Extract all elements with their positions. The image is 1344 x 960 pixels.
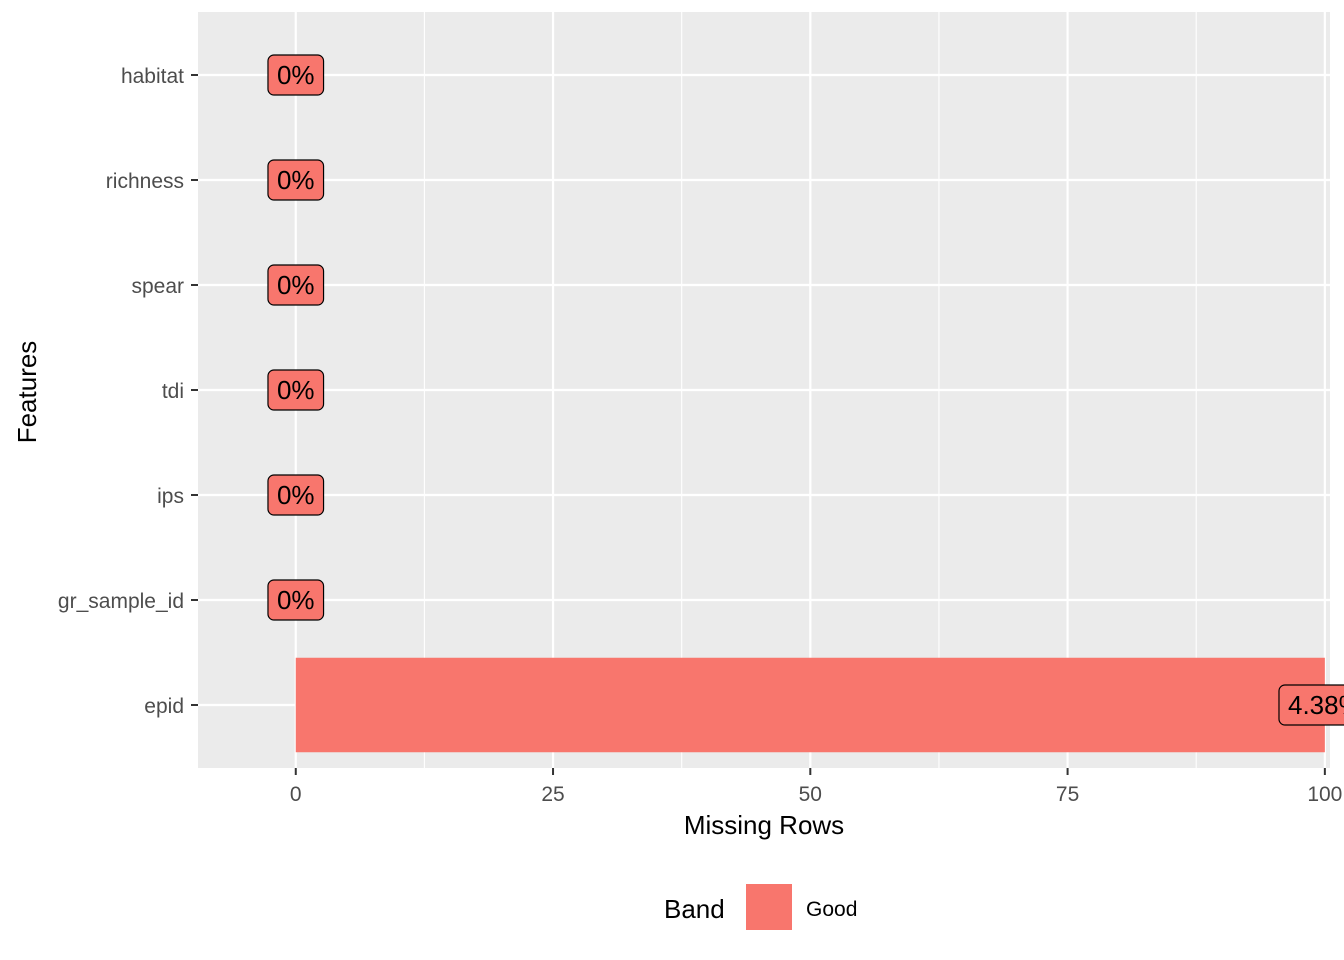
y-tick-label-ips: ips xyxy=(157,485,184,508)
x-axis-title: Missing Rows xyxy=(684,810,844,840)
y-tick-label-habitat: habitat xyxy=(121,65,184,88)
x-axis: 0 25 50 75 100 xyxy=(290,768,1342,806)
data-label-box xyxy=(267,579,325,621)
data-label-box xyxy=(267,369,325,411)
data-label-text: 0% xyxy=(277,60,315,90)
data-label-box xyxy=(1278,684,1344,726)
y-tick-label-spear: spear xyxy=(131,275,184,298)
data-label-ips: 0% xyxy=(267,474,325,516)
data-label-richness: 0% xyxy=(267,159,325,201)
data-label-habitat: 0% xyxy=(267,54,325,96)
data-label-spear: 0% xyxy=(267,264,325,306)
y-tick-label-gr_sample_id: gr_sample_id xyxy=(58,590,184,613)
legend-key-good xyxy=(746,884,792,930)
data-label-box xyxy=(267,54,325,96)
data-label-text: 0% xyxy=(277,165,315,195)
y-tick-label-richness: richness xyxy=(106,170,184,193)
data-label-text: 0% xyxy=(277,270,315,300)
legend-title: Band xyxy=(664,894,725,924)
y-axis: habitat richness spear tdi ips gr_sample_idep… xyxy=(58,65,198,718)
data-label-box xyxy=(267,474,325,516)
data-label-gr_sample_id: 0% xyxy=(267,579,325,621)
data-label-epid: 4.38% xyxy=(1278,684,1344,726)
x-tick-label: 75 xyxy=(1056,783,1079,806)
x-tick-label: 100 xyxy=(1307,783,1342,806)
bars xyxy=(295,657,1325,753)
data-label-text: 4.38% xyxy=(1288,690,1344,720)
y-tick-label-tdi: tdi xyxy=(162,380,184,403)
y-tick-label-epid: epid xyxy=(144,695,184,718)
data-label-text: 0% xyxy=(277,375,315,405)
data-label-text: 0% xyxy=(277,480,315,510)
legend: Band Good xyxy=(664,884,857,930)
data-label-box xyxy=(267,264,325,306)
data-label-text: 0% xyxy=(277,585,315,615)
x-tick-label: 50 xyxy=(799,783,822,806)
y-axis-title: Features xyxy=(12,341,42,444)
data-label-box xyxy=(267,159,325,201)
x-tick-label: 0 xyxy=(290,783,302,806)
data-label-tdi: 0% xyxy=(267,369,325,411)
data-labels: 0% 0% 0% 0% 0% 0% 4.38% xyxy=(267,54,1344,726)
bar-epid xyxy=(295,657,1325,753)
legend-label-good: Good xyxy=(806,898,857,921)
x-tick-label: 25 xyxy=(541,783,564,806)
